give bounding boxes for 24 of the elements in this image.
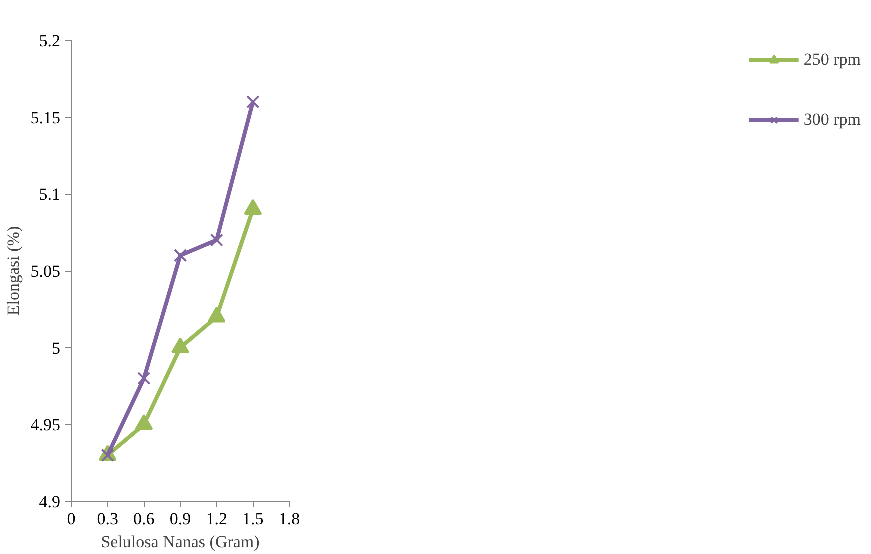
y-tick-label: 4.9 bbox=[39, 492, 60, 512]
legend-label: 250 rpm bbox=[804, 50, 861, 70]
y-axis-title: Elongasi (%) bbox=[4, 226, 23, 316]
y-tick-label: 5.1 bbox=[39, 185, 60, 204]
point bbox=[174, 248, 188, 262]
point bbox=[210, 234, 224, 247]
point bbox=[172, 338, 190, 354]
y-tick-label: 5.05 bbox=[30, 262, 60, 281]
x-tick-label: 1.8 bbox=[278, 510, 300, 528]
y-tick-label: 5.15 bbox=[30, 108, 60, 128]
y-tick-label: 5 bbox=[52, 338, 60, 358]
x-axis-title: Selulosa Nanas (Gram) bbox=[101, 532, 260, 552]
x-tick-label: 1.2 bbox=[206, 510, 228, 528]
x-tick-label: 1.5 bbox=[242, 510, 264, 528]
x-tick-label: 0.6 bbox=[134, 510, 155, 528]
point bbox=[246, 95, 260, 109]
x-tick-label: 0 bbox=[67, 510, 76, 528]
x-tick-label: 0.9 bbox=[170, 510, 192, 528]
x-tick-label: 0.3 bbox=[97, 510, 118, 528]
y-tick-label: 5.2 bbox=[39, 32, 60, 50]
point bbox=[208, 306, 226, 323]
legend-label: 300 rpm bbox=[804, 110, 861, 130]
y-tick-label: 4.95 bbox=[30, 416, 60, 435]
point bbox=[135, 414, 154, 430]
